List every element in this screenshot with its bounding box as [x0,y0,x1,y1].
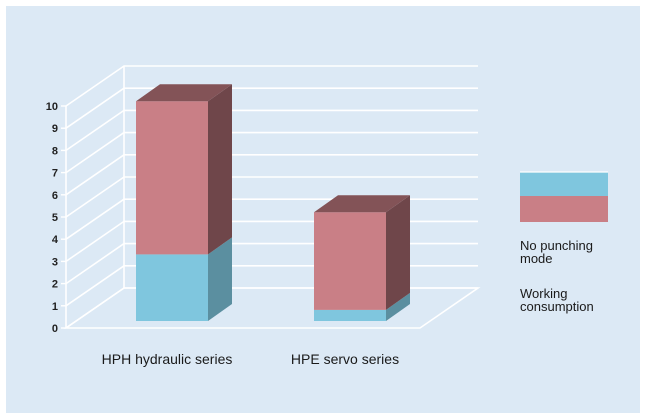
bar-segment-front [136,101,208,255]
bar-segment-top [314,195,410,213]
y-tick-label: 3 [52,256,58,268]
gridline [65,198,478,240]
y-tick-label: 7 [52,168,58,180]
gridline [65,87,478,129]
y-axis: 0 1 2 3 4 5 6 7 8 9 10 [46,66,125,335]
stacked-bar-chart: 0 1 2 3 4 5 6 7 8 9 10 HPH hydraulic series HPE ser… [46,65,608,367]
legend: No punching mode Working consumption [520,171,608,314]
y-tick-label: 2 [52,279,58,291]
y-tick-label: 9 [52,123,58,135]
category-label: HPE servo series [291,351,399,367]
gridline [65,131,478,174]
gridline [65,220,478,263]
gridline [65,65,478,107]
bar-segment-front [136,254,208,321]
grid [63,65,481,329]
y-tick-label: 6 [52,190,58,202]
y-tick-label: 10 [46,101,58,113]
chart-frame: 0 1 2 3 4 5 6 7 8 9 10 HPH hydraulic series HPE ser… [6,6,640,413]
y-tick-label: 8 [52,145,58,157]
bars [136,84,410,321]
legend-swatch [520,172,608,196]
category-label: HPH hydraulic series [102,351,233,367]
legend-label: Working consumption [520,286,594,314]
bar-segment-front [314,212,386,310]
y-tick-label: 4 [52,234,59,246]
floor-outline [63,287,481,329]
y-tick-label: 1 [52,301,58,313]
legend-swatch [520,196,608,222]
legend-label: No punching mode [520,238,593,266]
gridline [65,287,478,329]
category-labels: HPH hydraulic series HPE servo series [102,351,399,367]
bar-segment-side [208,237,232,321]
gridline [65,264,478,307]
gridline [65,154,478,196]
bar-segment-side [208,84,232,255]
y-tick-label: 5 [52,212,58,224]
bar-segment-front [314,309,386,321]
bar-segment-side [386,195,410,310]
bar-segment-top [136,84,232,102]
gridline [65,176,478,218]
gridline [65,242,478,285]
bar-segment-side [386,292,410,321]
y-tick-label: 0 [52,323,58,335]
gridline [65,109,478,152]
